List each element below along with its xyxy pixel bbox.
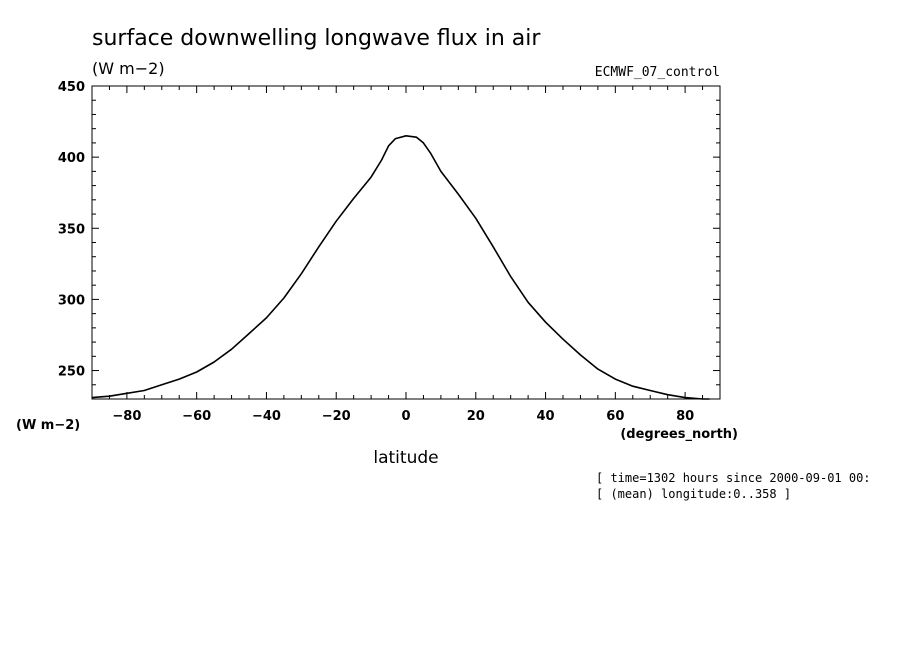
- x-tick-label: −20: [322, 409, 351, 424]
- annotation-time: [ time=1302 hours since 2000-09-01 00:: [596, 471, 871, 485]
- tick-marks: [91, 85, 721, 400]
- annotation-longitude: [ (mean) longitude:0..358 ]: [596, 487, 791, 501]
- plot-frame: [91, 85, 721, 400]
- model-label: ECMWF_07_control: [595, 65, 720, 80]
- y-tick-label: 300: [58, 293, 85, 308]
- x-tick-label: 0: [401, 409, 410, 424]
- series-line: [91, 135, 710, 400]
- x-units-label: (degrees_north): [620, 427, 738, 442]
- x-tick-label: −80: [112, 409, 141, 424]
- y-tick-label: 250: [58, 365, 85, 380]
- y-axis-label: (W m−2): [16, 418, 80, 433]
- chart-title: surface downwelling longwave flux in air: [92, 26, 541, 51]
- x-tick-label: −40: [252, 409, 281, 424]
- y-tick-label: 400: [58, 151, 85, 166]
- x-tick-label: −60: [182, 409, 211, 424]
- x-axis-label: latitude: [373, 448, 438, 468]
- units-label: (W m−2): [92, 59, 165, 78]
- x-tick-label: 20: [467, 409, 485, 424]
- x-tick-label: 80: [676, 409, 694, 424]
- y-tick-labels: 250 300 350 400 450: [58, 80, 85, 380]
- y-tick-label: 450: [58, 80, 85, 95]
- x-tick-label: 40: [537, 409, 555, 424]
- x-tick-label: 60: [606, 409, 624, 424]
- x-tick-labels: −80 −60 −40 −20 0 20 40 60 80: [112, 409, 694, 424]
- y-tick-label: 350: [58, 222, 85, 237]
